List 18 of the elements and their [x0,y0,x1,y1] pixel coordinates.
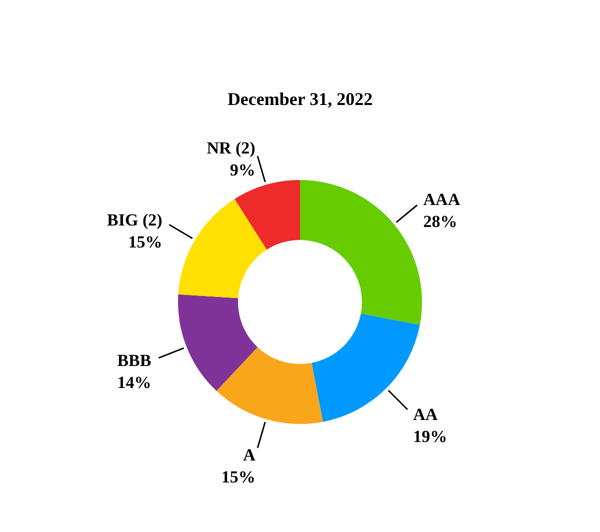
slice-label: NR (2) [206,138,256,158]
chart-title: December 31, 2022 [227,89,373,109]
slice-label: BBB [117,350,152,370]
data-label: 15% [128,232,162,252]
donut-slice [234,180,300,250]
donut-slice [300,180,422,325]
data-label: 19% [413,427,448,446]
data-label: 28% [423,212,458,232]
slice-label: AAA [423,190,461,210]
data-label: 9% [230,160,256,180]
slice-label: A [243,446,256,465]
data-label: 15% [221,468,256,487]
slice-label: AA [413,405,438,424]
slice-label: BIG (2) [107,210,162,230]
donut-slice [178,198,267,298]
data-label: 14% [117,372,152,392]
donut-slice [178,294,258,391]
donut-slice [216,347,323,424]
